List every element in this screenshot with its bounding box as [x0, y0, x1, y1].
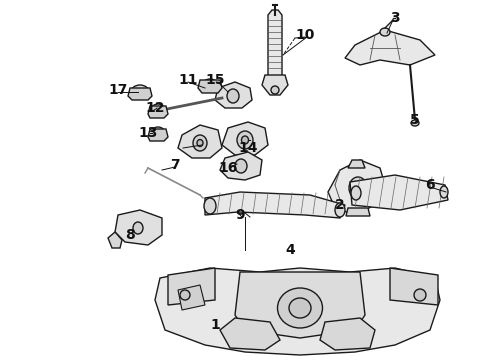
Ellipse shape — [349, 177, 367, 199]
Ellipse shape — [380, 28, 390, 36]
Ellipse shape — [277, 288, 322, 328]
Ellipse shape — [131, 85, 149, 99]
Polygon shape — [222, 122, 268, 155]
Ellipse shape — [151, 127, 165, 139]
Text: 7: 7 — [170, 158, 180, 172]
Polygon shape — [235, 272, 365, 338]
Polygon shape — [178, 285, 205, 310]
Ellipse shape — [202, 79, 218, 91]
Ellipse shape — [227, 89, 239, 103]
Text: 3: 3 — [390, 11, 400, 25]
Ellipse shape — [335, 203, 345, 217]
Text: 5: 5 — [410, 113, 420, 127]
Text: 9: 9 — [235, 208, 245, 222]
Ellipse shape — [151, 104, 165, 116]
Text: 2: 2 — [335, 198, 345, 212]
Ellipse shape — [289, 298, 311, 318]
Text: 4: 4 — [285, 243, 295, 257]
Ellipse shape — [351, 186, 361, 200]
Ellipse shape — [193, 135, 207, 151]
Polygon shape — [205, 192, 345, 218]
Polygon shape — [148, 129, 168, 141]
Ellipse shape — [414, 289, 426, 301]
Ellipse shape — [235, 159, 247, 173]
Polygon shape — [178, 125, 222, 158]
Polygon shape — [350, 175, 448, 210]
Text: 13: 13 — [138, 126, 158, 140]
Polygon shape — [268, 10, 282, 80]
Text: 11: 11 — [178, 73, 198, 87]
Ellipse shape — [411, 120, 419, 126]
Polygon shape — [262, 75, 288, 95]
Text: 15: 15 — [205, 73, 225, 87]
Text: 1: 1 — [210, 318, 220, 332]
Ellipse shape — [354, 183, 362, 193]
Polygon shape — [198, 80, 222, 93]
Text: 12: 12 — [145, 101, 165, 115]
Ellipse shape — [237, 131, 253, 149]
Ellipse shape — [440, 186, 448, 198]
Polygon shape — [108, 232, 122, 248]
Polygon shape — [215, 82, 252, 108]
Polygon shape — [155, 268, 440, 355]
Text: 6: 6 — [425, 178, 435, 192]
Polygon shape — [390, 268, 438, 305]
Ellipse shape — [197, 140, 203, 147]
Polygon shape — [148, 106, 168, 118]
Text: 10: 10 — [295, 28, 315, 42]
Polygon shape — [328, 160, 385, 215]
Polygon shape — [346, 208, 370, 216]
Ellipse shape — [271, 86, 279, 94]
Text: 8: 8 — [125, 228, 135, 242]
Polygon shape — [320, 318, 375, 350]
Ellipse shape — [180, 290, 190, 300]
Polygon shape — [345, 30, 435, 65]
Ellipse shape — [242, 136, 248, 144]
Polygon shape — [220, 318, 280, 350]
Text: 16: 16 — [219, 161, 238, 175]
Text: 17: 17 — [108, 83, 128, 97]
Ellipse shape — [133, 222, 143, 234]
Polygon shape — [115, 210, 162, 245]
Text: 14: 14 — [238, 141, 258, 155]
Polygon shape — [220, 152, 262, 180]
Ellipse shape — [204, 198, 216, 214]
Polygon shape — [128, 88, 152, 100]
Polygon shape — [168, 268, 215, 305]
Polygon shape — [348, 160, 365, 168]
